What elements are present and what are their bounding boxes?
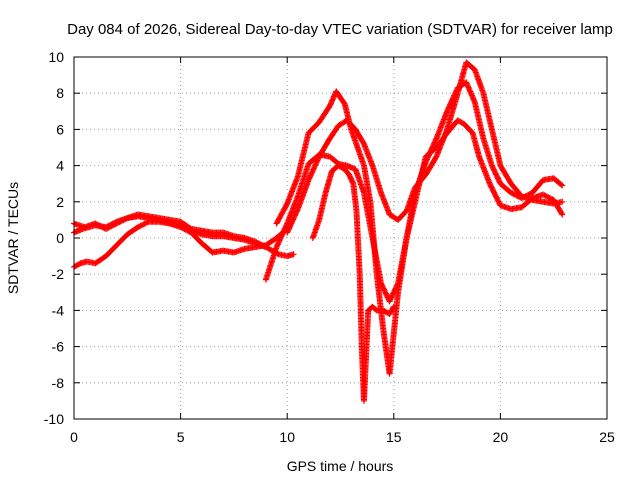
plot-frame (73, 56, 608, 420)
data-point (390, 304, 397, 311)
data-point (545, 194, 552, 201)
data-point (540, 191, 547, 198)
axis-ticks: 0 5 10 15 20 25 -10 -8 -6 -4 -2 0 2 4 6 8 10 (44, 49, 615, 445)
data-point (116, 219, 123, 226)
series-trace-3 (71, 211, 269, 251)
data-point (558, 181, 565, 188)
data-point (96, 222, 103, 229)
x-tick-label: 10 (279, 429, 295, 445)
data-point (559, 198, 566, 205)
data-point (258, 242, 265, 249)
series-trace-1 (71, 213, 297, 260)
x-tick-label: 15 (386, 429, 402, 445)
data-point (104, 225, 111, 232)
data-point (390, 303, 397, 310)
data-point (110, 221, 117, 228)
y-tick-label: -10 (44, 411, 64, 427)
data-point (141, 220, 148, 227)
data-point (542, 192, 549, 199)
data-point (144, 219, 151, 226)
data-point (94, 221, 101, 228)
data-point (541, 192, 548, 199)
data-point (118, 217, 125, 224)
x-tick-label: 0 (70, 429, 78, 445)
data-point (257, 241, 264, 248)
data-point (283, 201, 290, 208)
data-point (109, 222, 116, 229)
x-axis-label: GPS time / hours (287, 458, 394, 474)
y-tick-label: 10 (48, 49, 64, 65)
y-tick-label: 2 (56, 194, 64, 210)
data-point (122, 215, 129, 222)
data-point (92, 220, 99, 227)
data-point (177, 224, 184, 231)
data-point (254, 239, 261, 246)
series-trace-6 (284, 59, 566, 236)
grid (74, 57, 607, 419)
x-tick-label: 25 (599, 429, 615, 445)
data-point (252, 238, 259, 245)
data-point (113, 220, 120, 227)
y-tick-label: 0 (56, 230, 64, 246)
y-tick-label: -6 (52, 339, 65, 355)
data-point (117, 218, 124, 225)
data-point (106, 223, 113, 230)
data-point (112, 221, 119, 228)
y-tick-label: 8 (56, 85, 64, 101)
x-tick-label: 20 (493, 429, 509, 445)
data-point (509, 190, 516, 197)
data-point (180, 225, 187, 232)
data-point (178, 224, 185, 231)
data-point (262, 244, 269, 251)
y-tick-label: -2 (52, 266, 65, 282)
y-tick-label: 6 (56, 121, 64, 137)
data-point (508, 189, 515, 196)
series-trace-7 (309, 162, 397, 404)
data-point (253, 239, 260, 246)
data-point (105, 224, 112, 231)
y-tick-label: -4 (52, 302, 65, 318)
data-series (71, 59, 566, 404)
x-tick-label: 5 (177, 429, 185, 445)
data-point (98, 223, 105, 230)
data-point (100, 224, 107, 231)
data-point (290, 251, 297, 258)
data-point (120, 217, 127, 224)
data-point (140, 221, 147, 228)
data-point (510, 191, 517, 198)
chart-title: Day 084 of 2026, Sidereal Day-to-day VTE… (67, 21, 613, 38)
data-point (121, 216, 128, 223)
y-tick-label: -8 (52, 375, 65, 391)
data-point (142, 220, 149, 227)
data-point (260, 242, 267, 249)
data-point (108, 223, 115, 230)
data-point (544, 193, 551, 200)
data-point (134, 224, 141, 231)
y-tick-label: 4 (56, 158, 64, 174)
data-point (349, 179, 356, 186)
data-point (137, 222, 144, 229)
data-point (138, 222, 145, 229)
data-point (97, 223, 104, 230)
data-point (136, 223, 143, 230)
data-point (181, 226, 188, 233)
data-point (114, 219, 121, 226)
data-point (261, 243, 268, 250)
data-point (256, 240, 263, 247)
data-point (102, 225, 109, 232)
series-trace-2 (71, 218, 291, 270)
data-point (559, 211, 566, 218)
data-point (558, 210, 565, 217)
data-point (93, 221, 100, 228)
data-point (559, 182, 566, 189)
y-axis-label: SDTVAR / TECUs (5, 182, 21, 294)
